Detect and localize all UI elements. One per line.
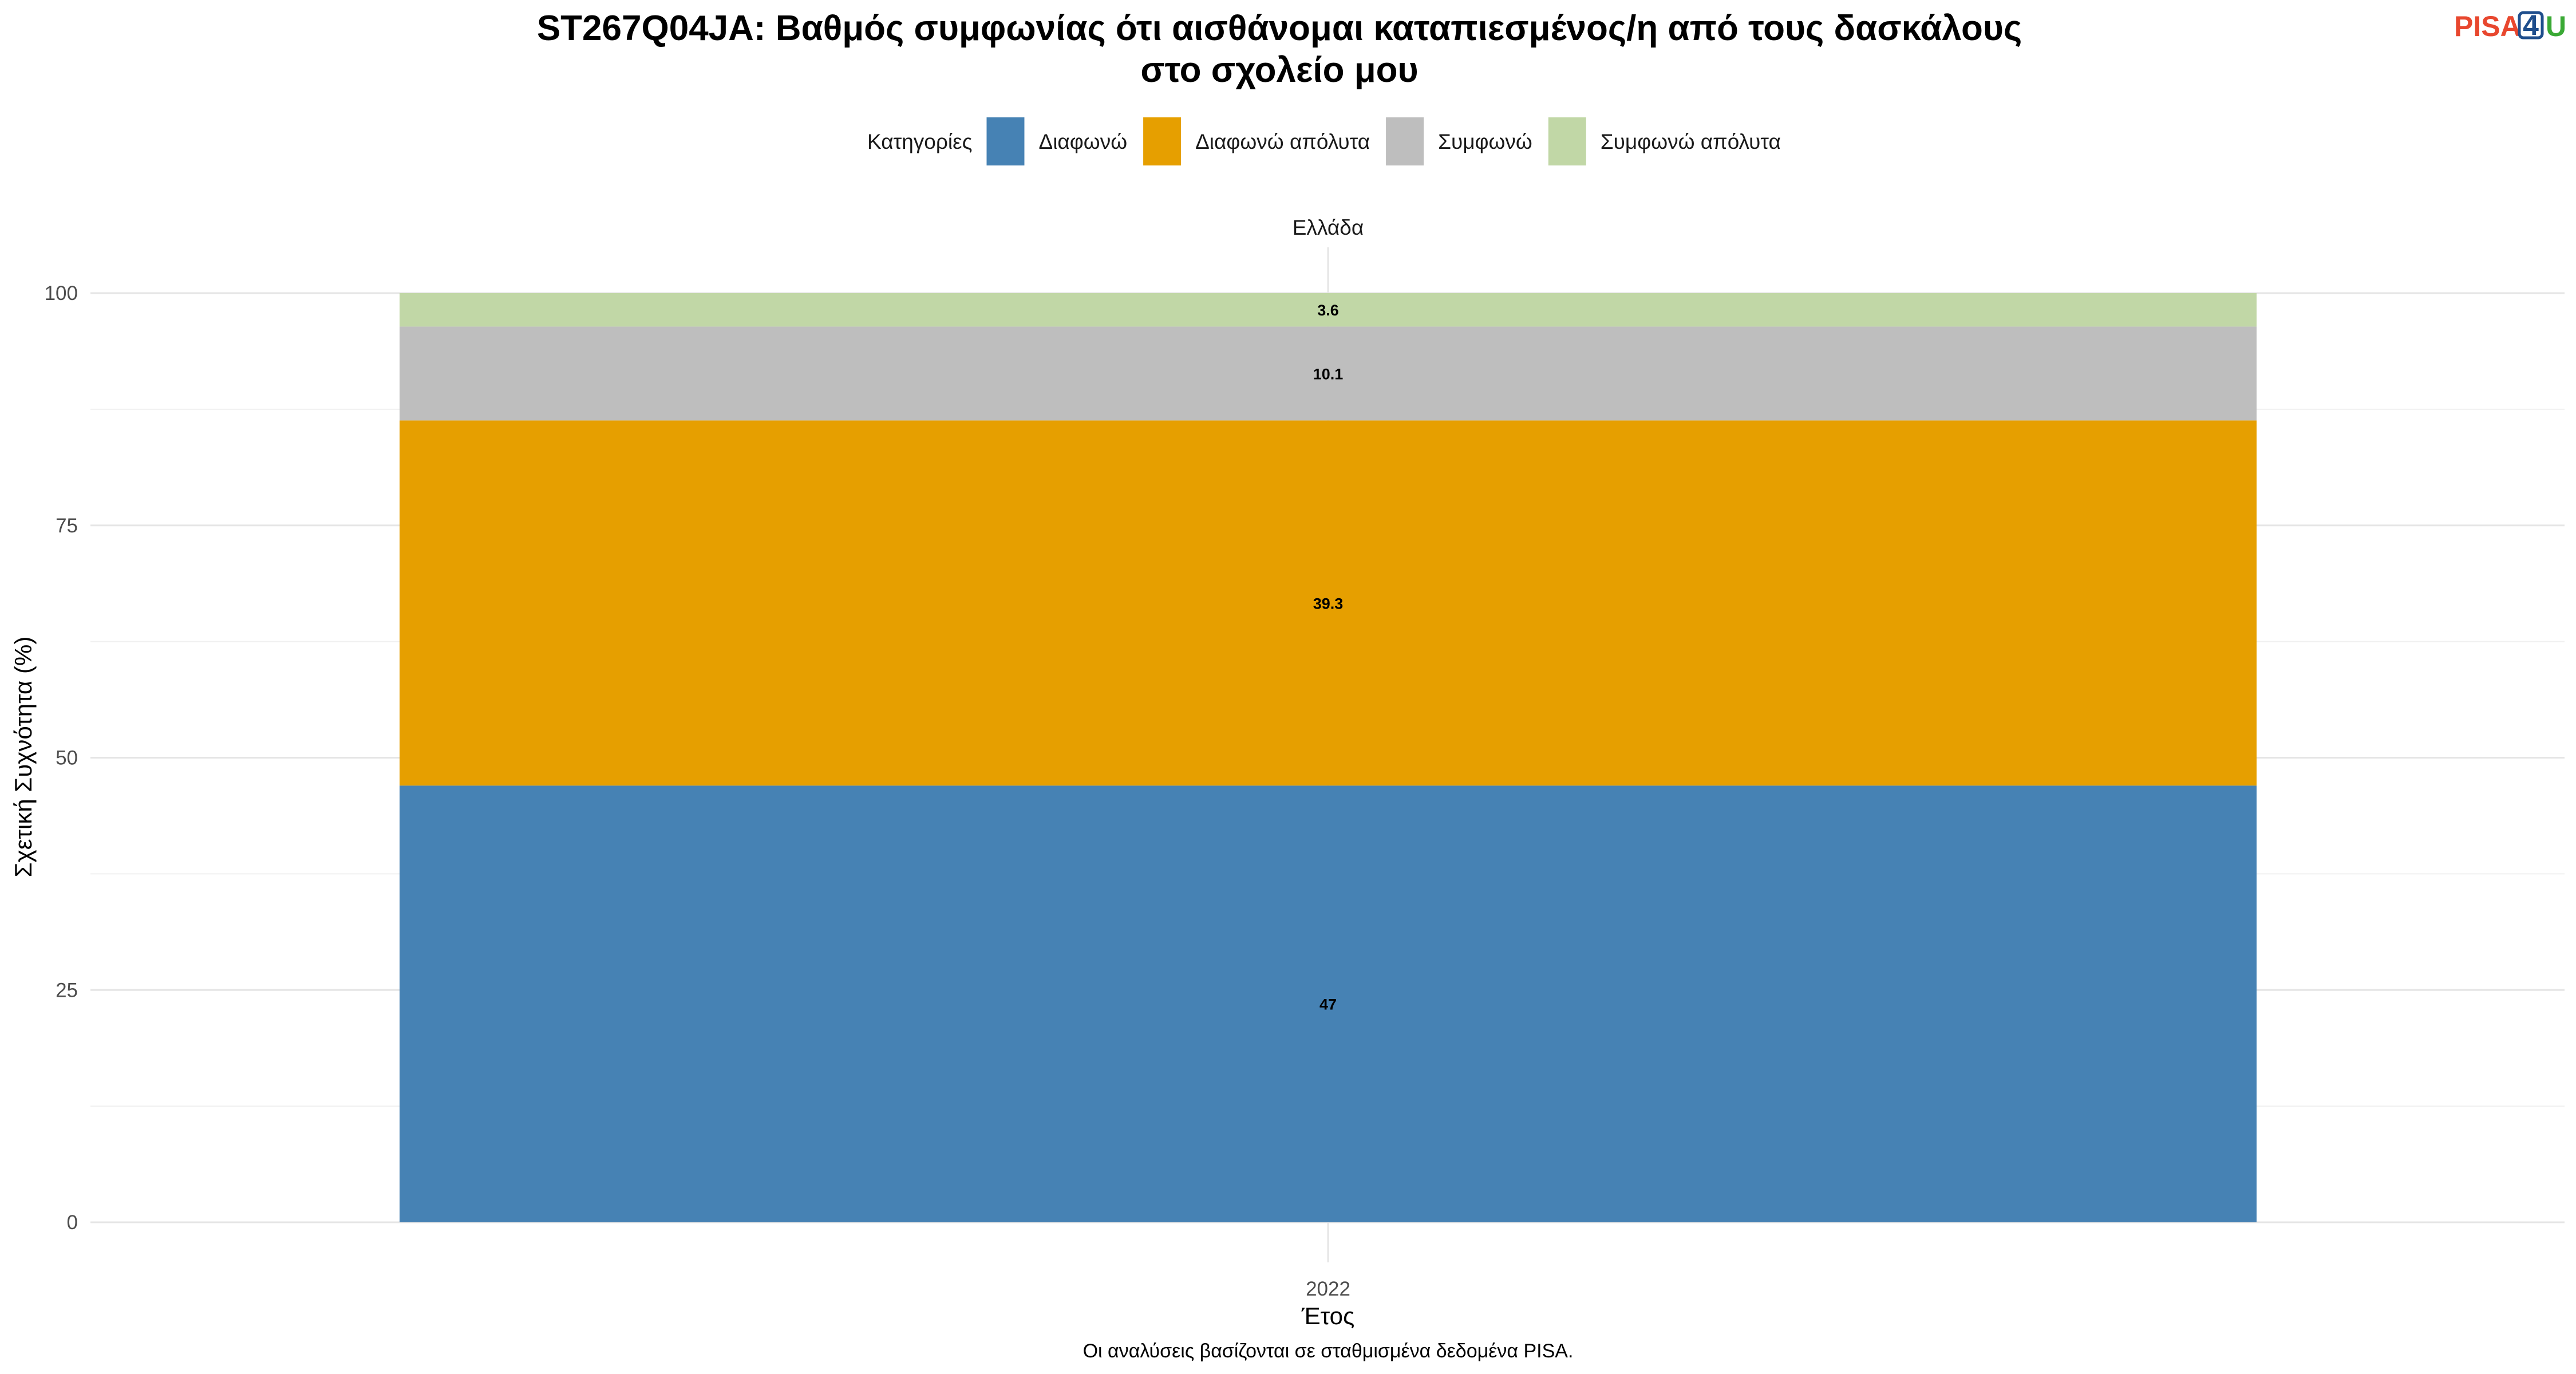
chart-title-line-2: στο σχολείο μου <box>1140 50 1418 90</box>
legend-swatch-3 <box>1386 117 1424 165</box>
legend-title: Κατηγορίες <box>867 130 972 153</box>
bar-segment-3 <box>400 326 2257 421</box>
logo-pisa-text: PISA <box>2454 10 2521 42</box>
legend-label-3: Συμφωνώ <box>1438 130 1532 153</box>
data-label-4: 3.6 <box>1317 302 1339 319</box>
y-axis-ticks: 0 25 50 75 100 <box>45 282 78 1234</box>
legend-swatch-1 <box>986 117 1025 165</box>
bar-segment-4 <box>400 293 2257 327</box>
x-tick-label: 2022 <box>1306 1278 1350 1300</box>
logo-part-pisa: PISA <box>2454 10 2521 42</box>
legend-label-4: Συμφωνώ απόλυτα <box>1601 130 1781 153</box>
y-tick-label: 100 <box>45 282 78 305</box>
logo-four-box <box>2518 11 2544 40</box>
chart-title: ST267Q04JA: Βαθμός συμφωνίας ότι αισθάνο… <box>537 9 2022 90</box>
legend-swatch-4 <box>1548 117 1586 165</box>
y-tick-label: 0 <box>67 1211 78 1234</box>
bars <box>400 293 2257 1222</box>
y-tick-label: 75 <box>56 515 78 537</box>
logo-part-four: 4 <box>2523 9 2539 41</box>
chart-title-line-1: ST267Q04JA: Βαθμός συμφωνίας ότι αισθάνο… <box>537 9 2022 48</box>
data-label-2: 39.3 <box>1313 595 1344 612</box>
legend-label-2: Διαφωνώ απόλυτα <box>1195 130 1370 153</box>
y-axis-title: Σχετική Συχνότητα (%) <box>10 637 37 878</box>
legend-swatch-2 <box>1143 117 1182 165</box>
legend-label-1: Διαφωνώ <box>1038 130 1127 153</box>
pisa4u-logo: PISA 4 U <box>2454 9 2566 42</box>
x-axis-title: Έτος <box>1301 1302 1355 1329</box>
facet-label: Ελλάδα <box>1293 216 1364 239</box>
legend: Κατηγορίες Διαφωνώ Διαφωνώ απόλυτα Συμφωνώ… <box>867 117 1781 165</box>
data-label-3: 10.1 <box>1313 365 1344 382</box>
data-label-1: 47 <box>1319 996 1337 1013</box>
y-tick-label: 25 <box>56 979 78 1001</box>
logo-part-u: U <box>2546 10 2566 42</box>
bar-segment-1 <box>400 785 2257 1222</box>
y-tick-label: 50 <box>56 747 78 769</box>
data-labels: 47 39.3 10.1 3.6 <box>1313 302 1344 1013</box>
x-axis-ticks: 2022 <box>1306 1278 1350 1300</box>
bar-segment-2 <box>400 420 2257 786</box>
chart-caption: Οι αναλύσεις βασίζονται σε σταθμισμένα δ… <box>1083 1340 1574 1362</box>
